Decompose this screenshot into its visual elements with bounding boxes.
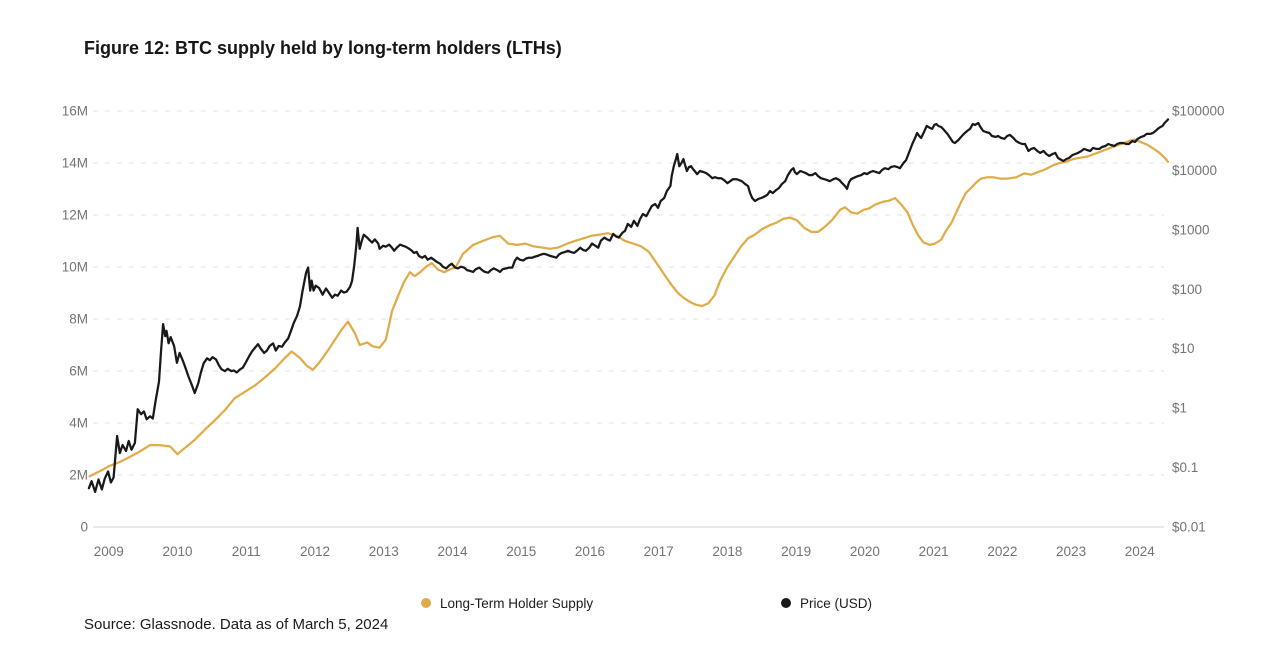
y-axis-left-tick-label: 2M — [69, 468, 88, 483]
y-axis-left-tick-label: 16M — [62, 104, 88, 119]
y-axis-left-tick-label: 14M — [62, 156, 88, 171]
x-axis-tick-label: 2024 — [1125, 544, 1156, 559]
supply-legend-swatch — [421, 598, 431, 608]
supply-legend-label: Long-Term Holder Supply — [440, 595, 594, 611]
price-line — [87, 118, 1170, 494]
x-axis-tick-label: 2022 — [987, 544, 1017, 559]
y-axis-right-tick-label: $1 — [1172, 401, 1187, 416]
y-axis-left-tick-label: 6M — [69, 364, 88, 379]
figure-title: Figure 12: BTC supply held by long-term … — [84, 38, 562, 58]
x-axis-tick-label: 2012 — [300, 544, 330, 559]
x-axis-tick-label: 2018 — [712, 544, 742, 559]
x-axis-tick-label: 2014 — [437, 544, 468, 559]
source-note: Source: Glassnode. Data as of March 5, 2… — [84, 616, 389, 633]
y-axis-right-tick-label: $100000 — [1172, 104, 1225, 119]
y-axis-right-tick-label: $10000 — [1172, 163, 1217, 178]
y-axis-right-tick-label: $1000 — [1172, 222, 1210, 237]
y-axis-right-tick-label: $10 — [1172, 341, 1195, 356]
legend-item-price: Price (USD) — [781, 593, 872, 613]
y-axis-right-tick-label: $100 — [1172, 282, 1202, 297]
y-axis-left-tick-label: 10M — [62, 260, 88, 275]
x-axis-tick-label: 2020 — [850, 544, 880, 559]
x-axis-tick-label: 2023 — [1056, 544, 1086, 559]
supply-line — [88, 138, 1170, 478]
x-axis-tick-label: 2019 — [781, 544, 811, 559]
y-axis-right-tick-label: $0.1 — [1172, 460, 1198, 475]
x-axis-tick-label: 2009 — [94, 544, 124, 559]
x-axis-tick-label: 2016 — [575, 544, 605, 559]
x-axis-tick-label: 2013 — [369, 544, 399, 559]
x-axis-tick-label: 2021 — [919, 544, 949, 559]
legend: Long-Term Holder Supply Price (USD) — [0, 593, 1280, 613]
y-axis-left-tick-label: 8M — [69, 312, 88, 327]
legend-item-supply: Long-Term Holder Supply — [421, 593, 593, 613]
x-axis-tick-label: 2015 — [506, 544, 536, 559]
y-axis-left-tick-label: 12M — [62, 208, 88, 223]
y-axis-left-tick-label: 0 — [80, 520, 88, 535]
y-axis-left-tick-label: 4M — [69, 416, 88, 431]
x-axis-tick-label: 2010 — [163, 544, 193, 559]
price-legend-label: Price (USD) — [800, 595, 873, 611]
price-legend-swatch — [781, 598, 791, 608]
x-axis-tick-label: 2017 — [644, 544, 674, 559]
x-axis-tick-label: 2011 — [232, 544, 261, 559]
y-axis-right-tick-label: $0.01 — [1172, 520, 1206, 535]
